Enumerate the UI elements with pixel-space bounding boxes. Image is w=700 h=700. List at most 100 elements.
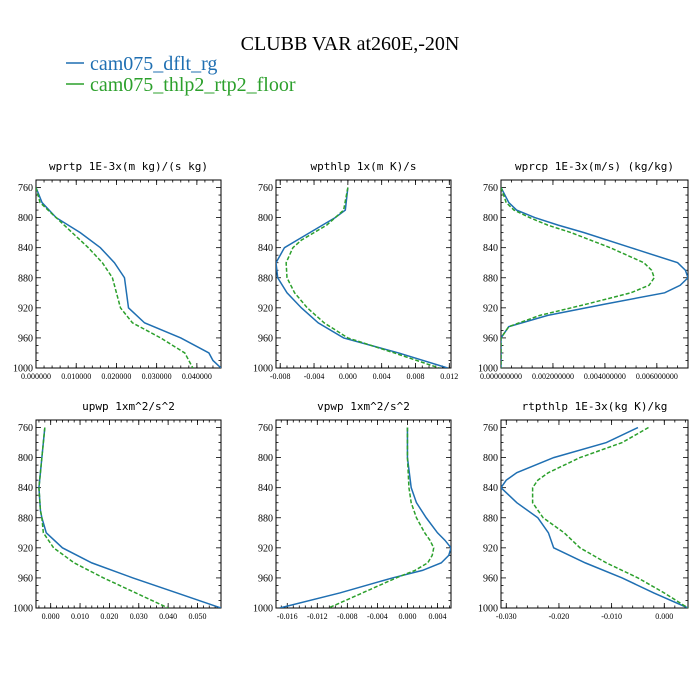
x-tick-label: 0.006000000 xyxy=(636,372,678,381)
series-line-2 xyxy=(531,426,688,608)
y-tick-label: 760 xyxy=(18,423,33,434)
x-tick-label: 0.050 xyxy=(189,612,207,621)
y-tick-label: 920 xyxy=(18,543,33,554)
x-tick-label: 0.004 xyxy=(373,372,391,381)
y-tick-label: 960 xyxy=(258,573,273,584)
x-tick-label: -0.010 xyxy=(601,612,622,621)
panel-title: upwp 1xm^2/s^2 xyxy=(82,400,175,413)
y-tick-label: 880 xyxy=(483,513,498,524)
x-tick-label: -0.020 xyxy=(549,612,570,621)
y-tick-label: 920 xyxy=(258,543,273,554)
series-line-2 xyxy=(36,187,194,368)
x-tick-label: 0.030 xyxy=(130,612,148,621)
x-tick-label: -0.016 xyxy=(277,612,298,621)
plot-frame xyxy=(275,179,452,369)
y-tick-label: 960 xyxy=(18,333,33,344)
legend-label-1: cam075_dflt_rg xyxy=(90,53,217,75)
y-tick-label: 760 xyxy=(258,423,273,434)
x-tick-label: 0.040 xyxy=(159,612,177,621)
panel-title: wprcp 1E-3x(m/s) (kg/kg) xyxy=(515,160,674,173)
y-tick-label: 840 xyxy=(18,483,33,494)
x-tick-label: 0.040000 xyxy=(182,372,212,381)
x-tick-label: 0.008 xyxy=(406,372,424,381)
series-line-2 xyxy=(38,427,169,608)
x-tick-label: 0.000000 xyxy=(21,372,51,381)
plot-frame xyxy=(35,179,222,369)
y-tick-label: 1000 xyxy=(253,364,273,375)
y-tick-label: 840 xyxy=(483,243,498,254)
y-tick-label: 920 xyxy=(258,303,273,314)
y-tick-label: 880 xyxy=(18,513,33,524)
y-tick-label: 760 xyxy=(483,183,498,194)
y-tick-label: 840 xyxy=(258,243,273,254)
y-tick-label: 760 xyxy=(483,423,498,434)
chart-panel-3: wprcp 1E-3x(m/s) (kg/kg) 760 800 840 880 920 9… xyxy=(478,160,689,381)
x-tick-label: 0.000000000 xyxy=(480,372,522,381)
x-tick-label: 0.002000000 xyxy=(532,372,574,381)
y-tick-label: 760 xyxy=(18,183,33,194)
y-tick-label: 1000 xyxy=(13,364,33,375)
x-tick-label: -0.030 xyxy=(496,612,517,621)
series-line-1 xyxy=(36,187,221,368)
x-tick-label: -0.004 xyxy=(367,612,388,621)
x-tick-label: -0.012 xyxy=(307,612,328,621)
y-tick-label: 920 xyxy=(18,303,33,314)
x-tick-label: 0.020 xyxy=(100,612,118,621)
x-tick-label: 0.020000 xyxy=(101,372,131,381)
y-tick-label: 800 xyxy=(258,213,273,224)
chart-panel-5: vpwp 1xm^2/s^2 760 800 840 880 920 960 1000 -0.0… xyxy=(253,400,452,621)
series-line-1 xyxy=(279,427,451,608)
x-tick-label: 0.030000 xyxy=(142,372,172,381)
chart-panel-6: rtpthlp 1E-3x(kg K)/kg 760 800 840 880 920 960… xyxy=(478,400,689,621)
chart-panel-2: wpthlp 1x(m K)/s7608008408809209601000-0… xyxy=(253,160,458,381)
plot-frame xyxy=(500,419,689,609)
y-tick-label: 960 xyxy=(483,573,498,584)
y-tick-label: 800 xyxy=(483,213,498,224)
figure-title: CLUBB VAR at260E,-20N xyxy=(241,33,460,55)
y-tick-label: 800 xyxy=(18,453,33,464)
plot-frame xyxy=(500,179,689,369)
legend-label-2: cam075_thlp2_rtp2_floor xyxy=(90,74,296,96)
series-line-1 xyxy=(501,187,688,368)
y-tick-label: 840 xyxy=(18,243,33,254)
y-tick-label: 1000 xyxy=(13,604,33,615)
y-tick-label: 880 xyxy=(258,273,273,284)
series-line-1 xyxy=(501,426,688,608)
x-tick-label: -0.008 xyxy=(270,372,291,381)
x-tick-label: 0.012 xyxy=(440,372,458,381)
y-tick-label: 880 xyxy=(483,273,498,284)
y-tick-label: 1000 xyxy=(253,604,273,615)
y-tick-label: 880 xyxy=(18,273,33,284)
y-tick-label: 800 xyxy=(258,453,273,464)
x-tick-label: -0.004 xyxy=(304,372,325,381)
chart-panel-4: upwp 1xm^2/s^2 760 800 840 880 920 960 1000 0.00… xyxy=(13,400,222,621)
x-tick-label: 0.000 xyxy=(398,612,416,621)
y-tick-label: 800 xyxy=(18,213,33,224)
x-tick-label: 0.010000 xyxy=(61,372,91,381)
series-line-2 xyxy=(285,187,440,368)
y-tick-label: 760 xyxy=(258,183,273,194)
x-tick-label: 0.000 xyxy=(339,372,357,381)
series-line-2 xyxy=(501,187,656,368)
series-line-1 xyxy=(276,187,448,368)
panel-title: wprtp 1E-3x(m kg)/(s kg) xyxy=(49,160,208,173)
series-line-2 xyxy=(328,427,435,608)
plot-frame xyxy=(275,419,452,609)
legend: cam075_dflt_rg cam075_thlp2_rtp2_floor xyxy=(66,53,296,96)
panel-title: vpwp 1xm^2/s^2 xyxy=(317,400,410,413)
y-tick-label: 880 xyxy=(258,513,273,524)
y-tick-label: 960 xyxy=(483,333,498,344)
series-line-1 xyxy=(38,427,221,608)
x-tick-label: 0.004000000 xyxy=(584,372,626,381)
y-tick-label: 920 xyxy=(483,303,498,314)
x-tick-label: 0.004 xyxy=(428,612,446,621)
y-tick-label: 1000 xyxy=(478,604,498,615)
y-tick-label: 960 xyxy=(258,333,273,344)
panel-title: rtpthlp 1E-3x(kg K)/kg xyxy=(522,400,668,413)
x-tick-label: 0.010 xyxy=(71,612,89,621)
plot-frame xyxy=(35,419,222,609)
x-tick-label: 0.000 xyxy=(42,612,60,621)
x-tick-label: -0.008 xyxy=(337,612,358,621)
panel-title: wpthlp 1x(m K)/s xyxy=(311,160,417,173)
